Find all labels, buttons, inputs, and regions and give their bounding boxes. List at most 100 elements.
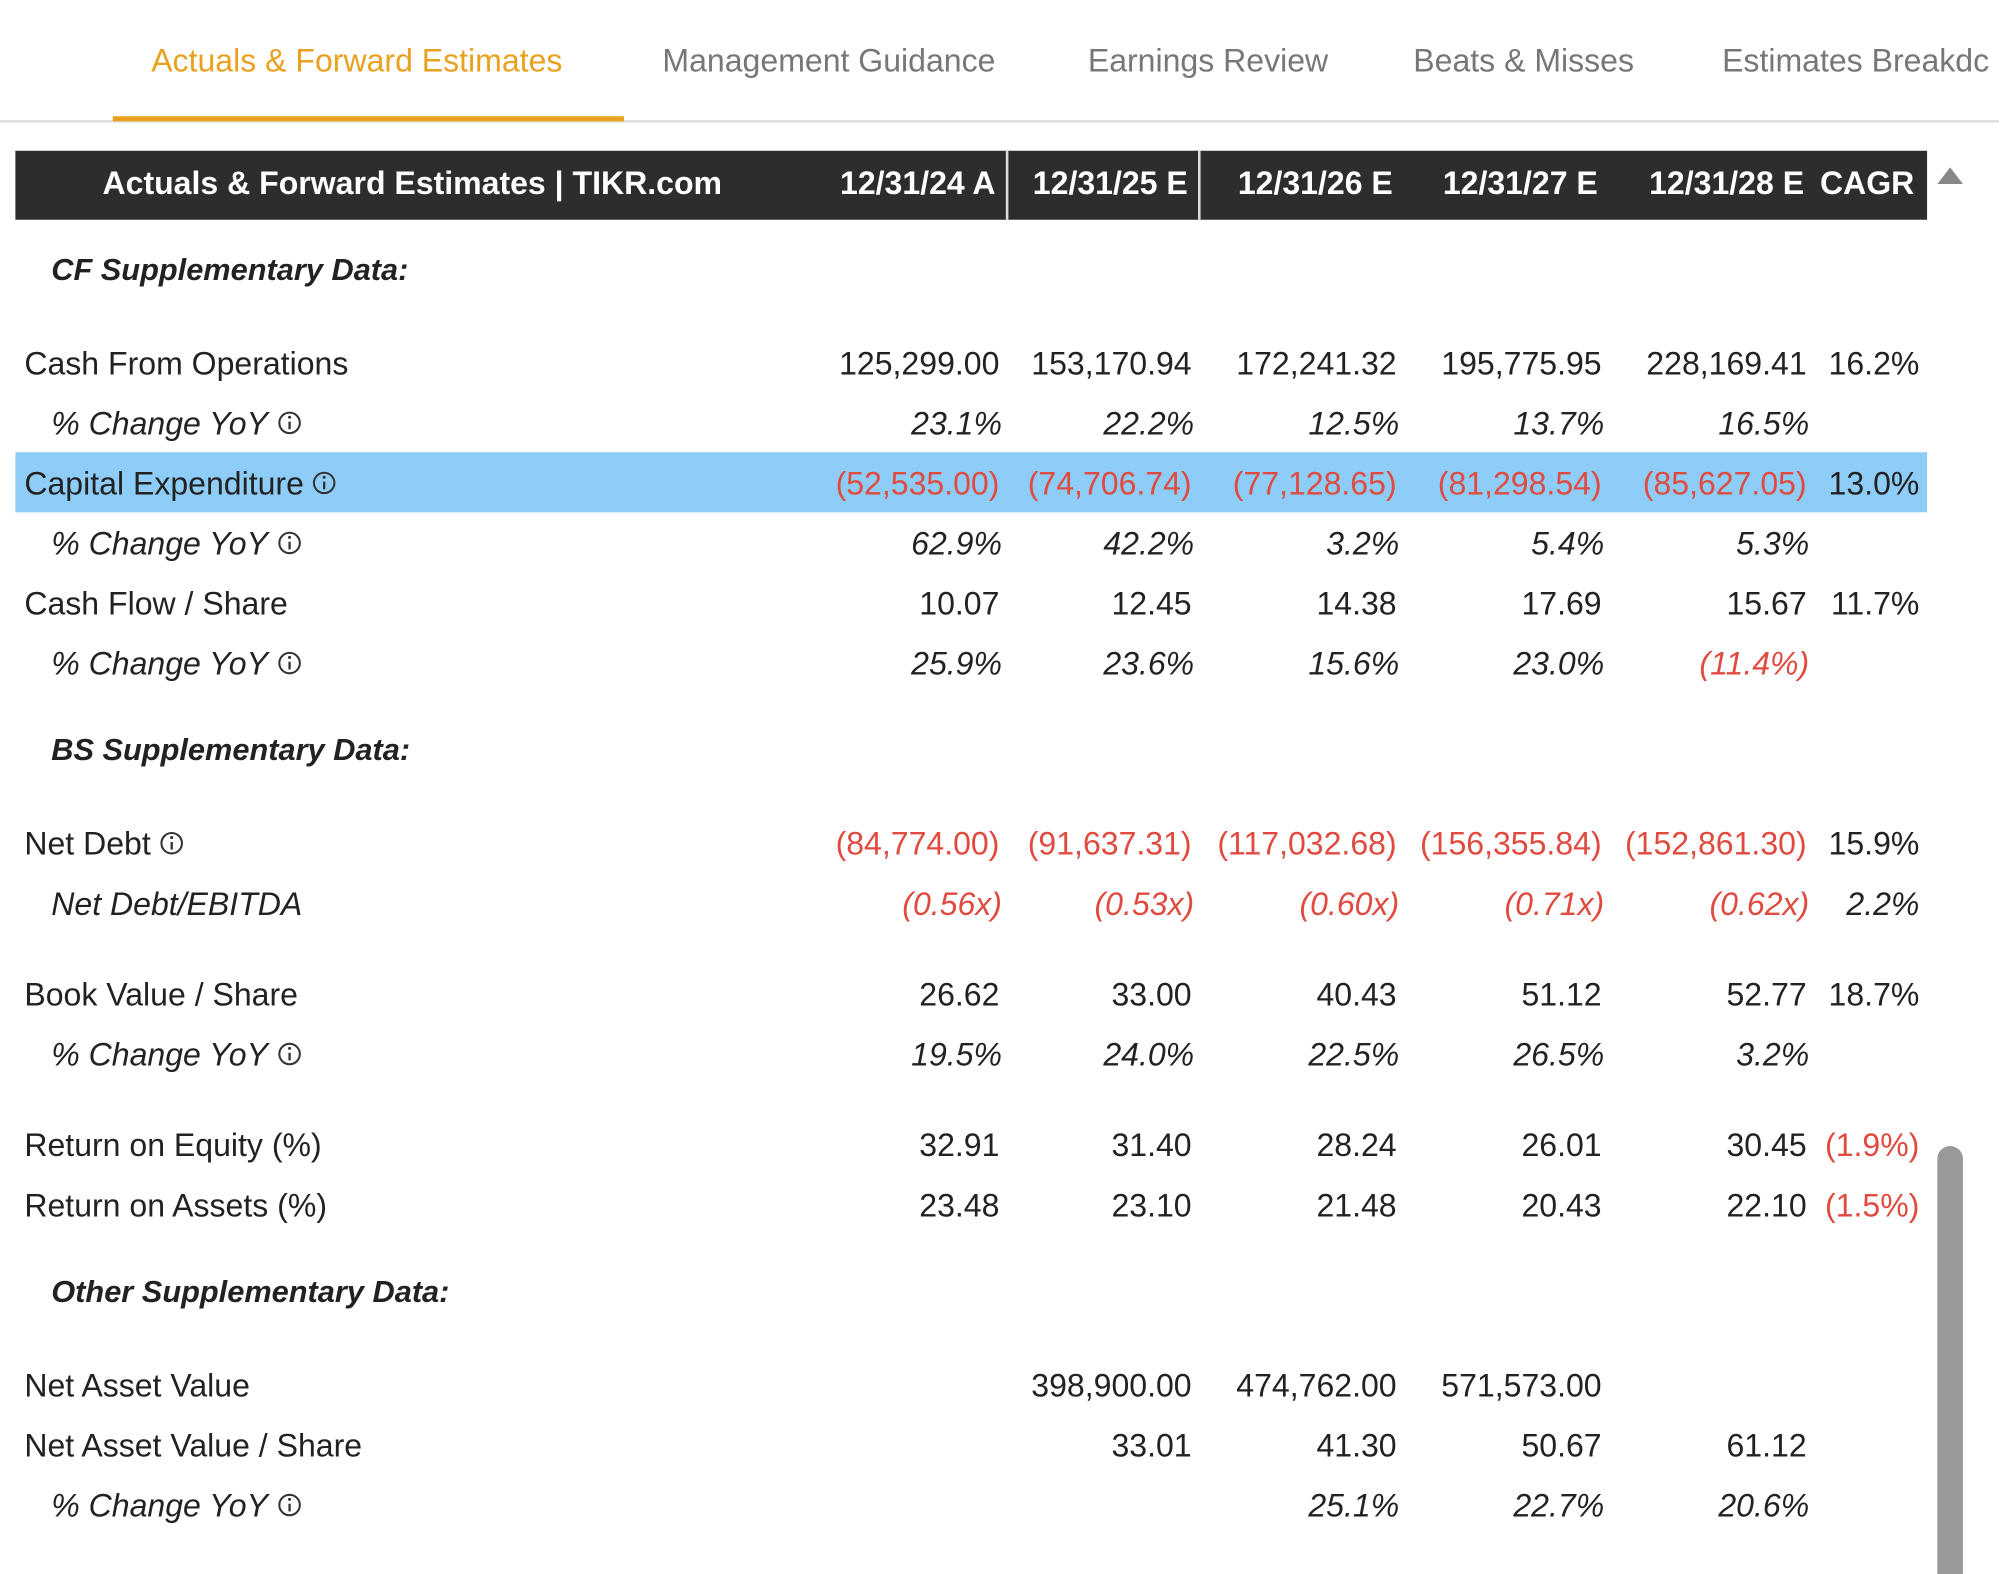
row-value: (152,861.30)	[1624, 826, 1807, 863]
scroll-up-arrow[interactable]	[1935, 164, 1966, 190]
row-value: (91,637.31)	[1027, 826, 1192, 863]
row-label: % Change YoY	[51, 1037, 268, 1074]
row-value: 26.62	[919, 977, 1000, 1014]
row-value: (1.9%)	[1825, 1128, 1920, 1164]
row-value: 12.45	[1111, 586, 1192, 623]
row-value: 17.69	[1521, 586, 1602, 623]
row-value: 42.2%	[1103, 526, 1195, 563]
table-row: Cash Flow / Share 10.07 12.45 14.38 17.69 15.…	[15, 572, 1927, 632]
tab[interactable]: Management Guidance	[662, 43, 996, 80]
row-value: 19.5%	[911, 1037, 1002, 1074]
column-header: 12/31/25 E	[1032, 166, 1188, 202]
row-value: 398,900.00	[1031, 1368, 1192, 1405]
row-value: (0.71x)	[1504, 886, 1605, 923]
row-value: 571,573.00	[1441, 1368, 1602, 1405]
row-value: 13.0%	[1828, 466, 1920, 503]
column-header: CAGR	[1819, 166, 1915, 202]
tab[interactable]: Beats & Misses	[1413, 43, 1635, 80]
info-icon[interactable]	[276, 650, 302, 676]
info-icon[interactable]	[276, 530, 302, 556]
row-value: 12.5%	[1308, 406, 1400, 443]
info-icon[interactable]	[276, 1041, 302, 1067]
table-row: Return on Assets (%) 23.48 23.10 21.48 20.43…	[15, 1174, 1927, 1234]
row-label: Net Debt	[24, 826, 151, 863]
table-row: % Change YoY 25.9% 23.6% 15.6% 23.0% (11.4%)	[15, 632, 1927, 692]
row-value: (77,128.65)	[1232, 466, 1397, 503]
row-value: 40.43	[1316, 977, 1397, 1014]
row-value: 125,299.00	[839, 346, 1000, 383]
row-value: 24.0%	[1103, 1037, 1195, 1074]
row-value: 50.67	[1521, 1428, 1602, 1465]
row-value: 22.10	[1726, 1188, 1807, 1224]
section-title: BS Supplementary Data:	[51, 733, 411, 768]
row-value: 13.7%	[1513, 406, 1605, 443]
row-value: 30.45	[1726, 1128, 1807, 1164]
column-header: 12/31/26 E	[1237, 166, 1393, 202]
tab[interactable]: Earnings Review	[1087, 43, 1329, 80]
info-icon[interactable]	[312, 470, 338, 496]
section-title: Other Supplementary Data:	[51, 1275, 450, 1310]
row-value: (81,298.54)	[1437, 466, 1602, 503]
table-row: Capital Expenditure (52,535.00) (74,706.74…	[15, 452, 1928, 513]
row-value: (85,627.05)	[1642, 466, 1807, 503]
table-title: Actuals & Forward Estimates | TIKR.com	[102, 166, 723, 202]
row-value: 51.12	[1521, 977, 1602, 1014]
table-header	[15, 150, 1928, 220]
row-value: 228,169.41	[1646, 346, 1807, 383]
scrollbar-thumb[interactable]	[1937, 1146, 1963, 1574]
row-value: 28.24	[1316, 1128, 1397, 1164]
row-label: % Change YoY	[51, 406, 268, 443]
row-value: 11.7%	[1830, 586, 1920, 623]
row-value: (84,774.00)	[835, 826, 1000, 863]
tab[interactable]: Estimates Breakdc	[1722, 43, 1990, 80]
tab[interactable]: Actuals & Forward Estimates	[151, 43, 563, 80]
row-value: 172,241.32	[1236, 346, 1397, 383]
row-value: 33.01	[1111, 1428, 1192, 1465]
row-value: (74,706.74)	[1027, 466, 1192, 503]
row-value: 62.9%	[911, 526, 1002, 563]
row-value: 21.48	[1316, 1188, 1397, 1224]
row-value: 23.0%	[1513, 646, 1605, 683]
row-value: 33.00	[1111, 977, 1192, 1014]
row-value: 3.2%	[1326, 526, 1400, 563]
section-title: CF Supplementary Data:	[51, 252, 409, 288]
active-tab-underline	[112, 116, 624, 122]
row-value: 18.7%	[1828, 977, 1920, 1014]
row-value: (0.62x)	[1709, 886, 1810, 923]
tab-bar-line	[0, 120, 1999, 123]
table-row: % Change YoY 19.5% 24.0% 22.5% 26.5% 3.2%	[15, 1023, 1927, 1083]
row-value: 41.30	[1316, 1428, 1397, 1465]
row-value: 5.4%	[1531, 526, 1605, 563]
row-label: Capital Expenditure	[24, 466, 304, 503]
row-label: Net Debt/EBITDA	[51, 886, 303, 923]
row-value: 23.48	[919, 1188, 1000, 1224]
row-value: 195,775.95	[1441, 346, 1602, 383]
row-value: 10.07	[919, 586, 1000, 623]
row-value: 20.6%	[1718, 1488, 1810, 1525]
row-value: 22.5%	[1308, 1037, 1400, 1074]
row-value: 26.01	[1521, 1128, 1602, 1164]
row-value: 23.1%	[911, 406, 1002, 443]
table-row: Net Asset Value / Share 33.01 41.30 50.67 61…	[15, 1414, 1927, 1474]
info-icon[interactable]	[158, 830, 184, 856]
row-label: Cash From Operations	[24, 346, 349, 383]
table-row: % Change YoY 23.1% 22.2% 12.5% 13.7% 16.5%	[15, 392, 1927, 452]
row-value: 26.5%	[1513, 1037, 1605, 1074]
row-value: 32.91	[919, 1128, 1000, 1164]
row-value: (0.53x)	[1094, 886, 1195, 923]
row-label: Cash Flow / Share	[24, 586, 288, 623]
header-divider	[1198, 150, 1201, 220]
row-value: 16.5%	[1718, 406, 1810, 443]
row-label: % Change YoY	[51, 646, 268, 683]
row-label: % Change YoY	[51, 1488, 268, 1525]
row-value: 16.2%	[1828, 346, 1920, 383]
row-value: 153,170.94	[1031, 346, 1192, 383]
row-label: Net Asset Value / Share	[24, 1428, 363, 1465]
table-row: Net Debt/EBITDA (0.56x) (0.53x) (0.60x) (0.7…	[15, 873, 1927, 933]
row-value: 15.9%	[1828, 826, 1920, 863]
info-icon[interactable]	[276, 1492, 302, 1518]
row-label: Return on Assets (%)	[24, 1188, 328, 1224]
table-row: Net Asset Value 398,900.00 474,762.00 571,5…	[15, 1354, 1927, 1414]
row-value: (52,535.00)	[835, 466, 1000, 503]
info-icon[interactable]	[276, 410, 302, 436]
